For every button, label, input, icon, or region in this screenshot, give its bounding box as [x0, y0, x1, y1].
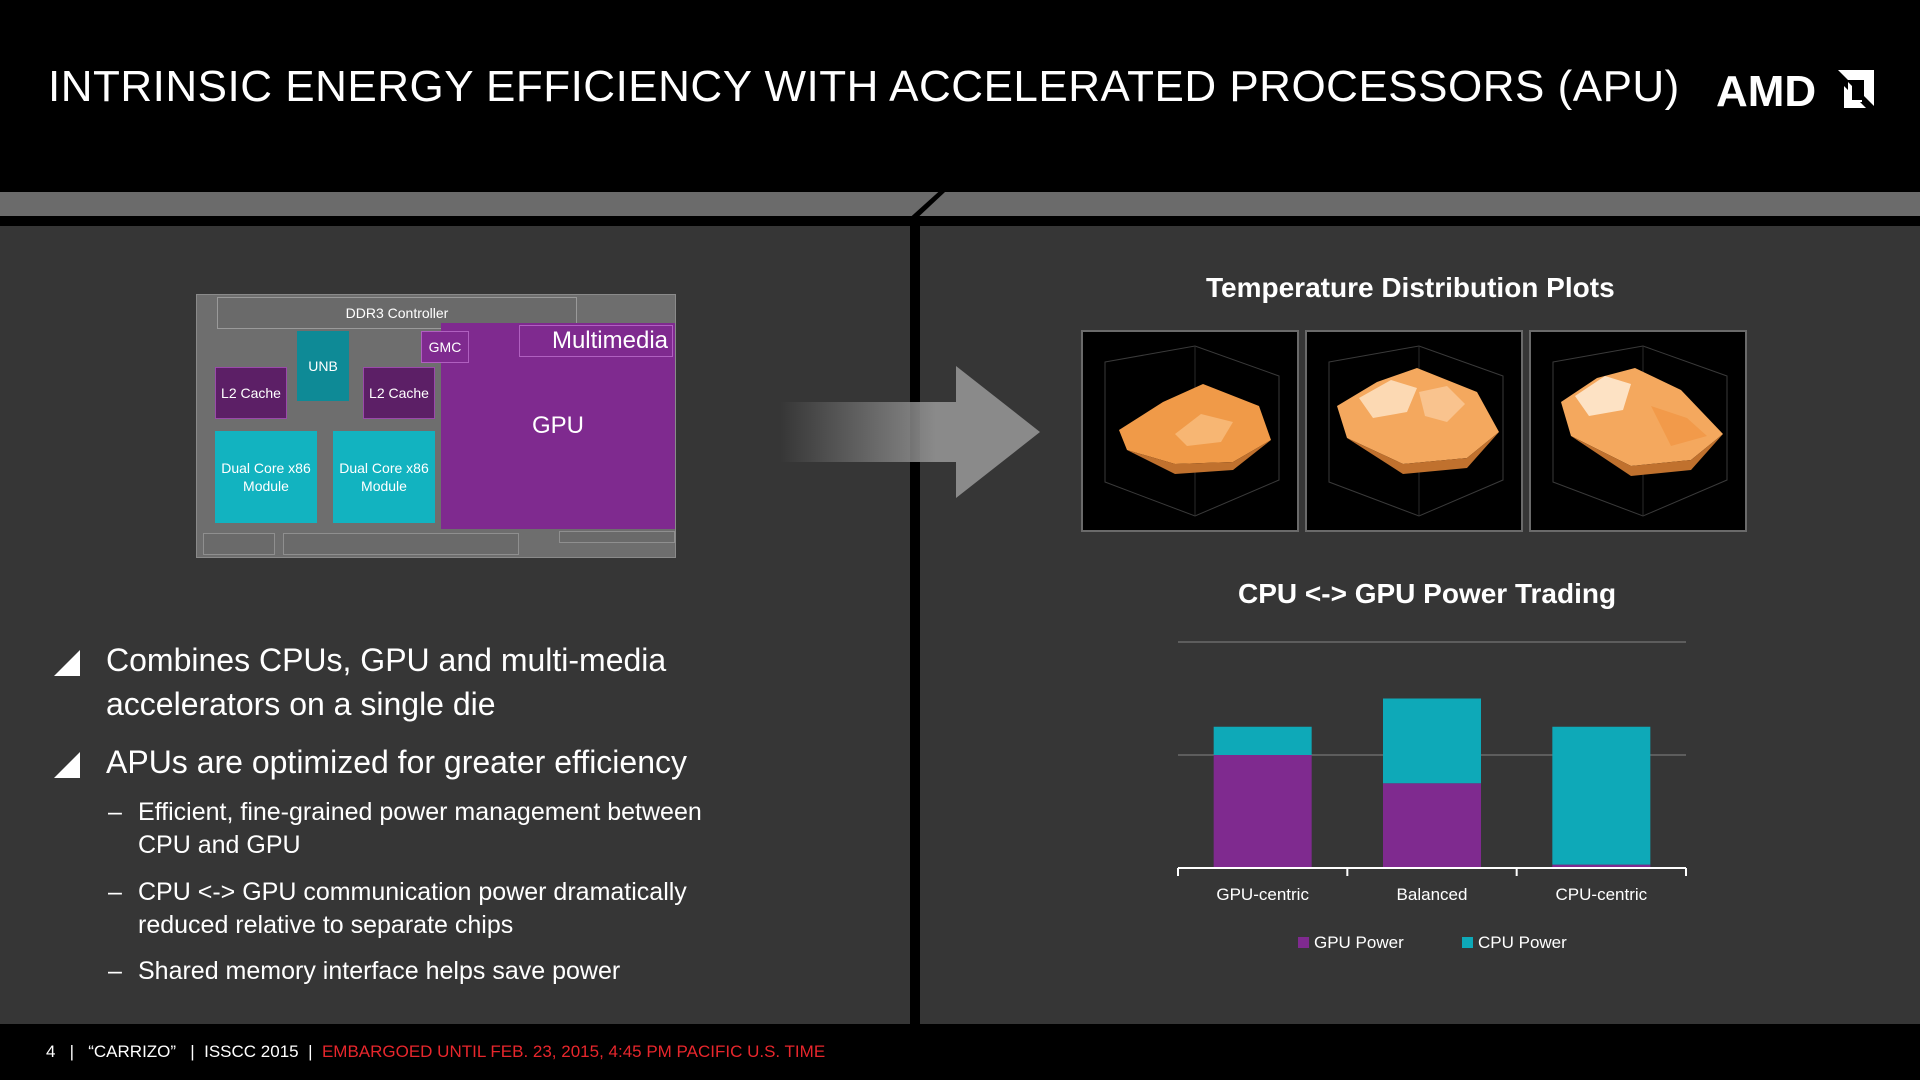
bullet-1-text: Combines CPUs, GPU and multi-media accel…: [106, 642, 667, 722]
l2-cache-block-b: L2 Cache: [363, 367, 435, 419]
l2-cache-block-a: L2 Cache: [215, 367, 287, 419]
header-band-left: [0, 192, 945, 216]
footer-text: 4 | “CARRIZO” | ISSCC 2015 | EMBARGOED U…: [46, 1042, 825, 1062]
amd-logo-text: AMD: [1716, 67, 1816, 112]
thermal-surface-3: [1552, 345, 1728, 517]
slide-footer: [0, 1024, 1920, 1080]
bar-cpu-power-gpu-centric: [1213, 726, 1312, 755]
right-arrow-icon: [780, 366, 1040, 498]
footer-separator: |: [308, 1042, 313, 1061]
footer-separator: |: [69, 1042, 75, 1061]
dash-bullet: –: [108, 878, 122, 906]
thermal-surface-1: [1104, 345, 1280, 517]
dash-bullet: –: [108, 957, 122, 985]
temperature-plot-1: [1081, 330, 1299, 532]
temperature-plot-2: [1305, 330, 1523, 532]
bar-gpu-power-balanced: [1383, 783, 1481, 868]
bar-cpu-power-cpu-centric: [1552, 726, 1651, 865]
panel-divider: [910, 216, 920, 1024]
io-block-c: [559, 531, 675, 543]
x-tick-label: GPU-centric: [1216, 885, 1309, 904]
io-block-b: [283, 533, 519, 555]
x-tick-label: CPU-centric: [1556, 885, 1648, 904]
footer-event: ISSCC 2015: [204, 1042, 299, 1061]
legend-label: GPU Power: [1314, 933, 1404, 952]
power-trading-chart: GPU-centric Balanced CPU-centric GPU Power C…: [1177, 641, 1687, 952]
triangle-bullet-icon: [54, 650, 80, 676]
temperature-plot-3: [1529, 330, 1747, 532]
bullet-2-text: APUs are optimized for greater efficienc…: [106, 744, 687, 780]
bar-gpu-power-cpu-centric: [1552, 864, 1651, 868]
slide-title: INTRINSIC ENERGY EFFICIENCY WITH ACCELER…: [48, 62, 1680, 111]
gpu-block: GPU: [441, 323, 675, 529]
ddr3-controller-block: DDR3 Controller: [217, 297, 577, 329]
legend-label: CPU Power: [1478, 933, 1567, 952]
io-block-a: [203, 533, 275, 555]
dual-core-module-b: Dual Core x86 Module: [333, 431, 435, 523]
x-tick-label: Balanced: [1397, 885, 1468, 904]
legend-swatch: [1462, 937, 1473, 948]
amd-logo: AMD: [1716, 67, 1874, 112]
multimedia-block: Multimedia: [519, 325, 673, 357]
unb-block: UNB: [297, 331, 349, 401]
bar-gpu-power-gpu-centric: [1213, 755, 1312, 868]
amd-arrow-icon: [1838, 70, 1874, 108]
slide-header: INTRINSIC ENERGY EFFICIENCY WITH ACCELER…: [0, 0, 1920, 192]
apu-die-diagram: DDR3 Controller GPU Multimedia UNB GMC L…: [196, 294, 676, 558]
dash-bullet: –: [108, 798, 122, 826]
sub-bullet-3-text: Shared memory interface helps save power: [138, 957, 621, 985]
footer-page-number: 4: [46, 1042, 56, 1061]
footer-separator: |: [190, 1042, 195, 1061]
bar-cpu-power-balanced: [1383, 698, 1481, 784]
sub-bullet-1-text: Efficient, fine-grained power management…: [138, 798, 702, 859]
gmc-block: GMC: [421, 331, 469, 363]
band-notch: [905, 186, 945, 222]
triangle-bullet-icon: [54, 752, 80, 778]
footer-product: “CARRIZO”: [88, 1042, 177, 1061]
temperature-plots-title: Temperature Distribution Plots: [1206, 272, 1615, 303]
dual-core-module-a: Dual Core x86 Module: [215, 431, 317, 523]
footer-embargo: EMBARGOED UNTIL FEB. 23, 2015, 4:45 PM P…: [321, 1042, 826, 1061]
sub-bullet-2-text: CPU <-> GPU communication power dramatic…: [138, 878, 687, 939]
power-trading-title: CPU <-> GPU Power Trading: [1238, 578, 1617, 609]
header-band-right: [920, 192, 1920, 216]
legend-swatch: [1298, 937, 1309, 948]
thermal-surface-2: [1328, 345, 1504, 517]
